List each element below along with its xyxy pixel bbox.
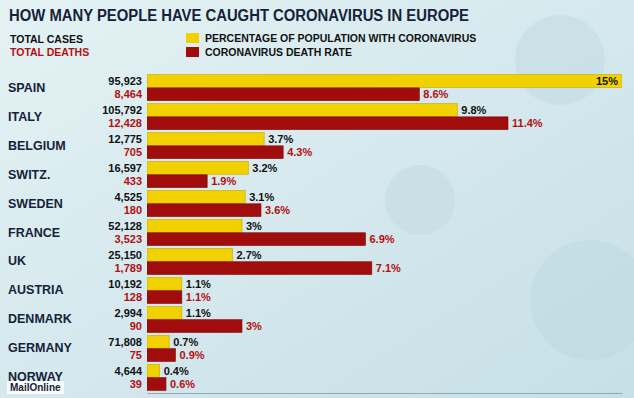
data-label: 1.1%	[186, 291, 211, 303]
column-value: 3,523	[114, 233, 142, 245]
column-value: 180	[124, 204, 142, 216]
column-value: 4,644	[114, 365, 142, 377]
column-header: TOTAL CASES	[10, 33, 83, 45]
data-label: 0.7%	[173, 336, 198, 348]
category-label: AUSTRIA	[8, 283, 64, 297]
column-value: 705	[124, 146, 142, 158]
data-label: 7.1%	[376, 262, 401, 274]
bar	[147, 306, 182, 319]
bar	[147, 277, 182, 290]
data-label: 3.1%	[249, 191, 274, 203]
column-value: 1,789	[114, 262, 142, 274]
bar	[147, 233, 366, 246]
credit-text: MailOnline	[10, 382, 61, 393]
legend-label: CORONAVIRUS DEATH RATE	[205, 46, 352, 58]
data-label: 1.1%	[186, 278, 211, 290]
data-labels: 15%9.8%3.7%3.2%3.1%3%2.7%1.1%1.1%0.7%0.4…	[164, 75, 619, 390]
data-label: 1.9%	[211, 175, 236, 187]
bar	[147, 75, 622, 88]
data-label: 0.9%	[180, 349, 205, 361]
column-value: 10,192	[108, 278, 142, 290]
bar	[147, 320, 242, 333]
bar	[147, 162, 248, 175]
column-value: 75	[130, 349, 142, 361]
column-value: 105,792	[102, 104, 142, 116]
data-label: 11.4%	[512, 117, 543, 129]
bar	[147, 349, 176, 362]
data-label: 4.3%	[287, 146, 312, 158]
credit-box	[7, 381, 64, 394]
bar	[147, 117, 508, 130]
decoration	[385, 165, 455, 235]
column-value: 71,808	[108, 336, 142, 348]
column-header: TOTAL DEATHS	[10, 46, 89, 58]
x-axis	[148, 393, 623, 394]
data-label: 0.6%	[170, 378, 195, 390]
bar	[147, 248, 233, 261]
category-label: FRANCE	[8, 226, 60, 240]
title: HOW MANY PEOPLE HAVE CAUGHT CORONAVIRUS …	[9, 7, 469, 24]
bar	[147, 88, 419, 101]
category-label: BELGIUM	[8, 139, 66, 153]
legend: PERCENTAGE OF POPULATION WITH CORONAVIRU…	[186, 32, 476, 58]
bar	[147, 219, 242, 232]
category-labels: SPAIN ITALY BELGIUM SWITZ. SWEDEN FRANCE UK AUS…	[8, 81, 73, 385]
column-value: 12,775	[108, 133, 142, 145]
column-value: 12,428	[108, 117, 142, 129]
data-label: 2.7%	[237, 249, 262, 261]
decoration	[530, 240, 634, 360]
column-values: 95,923 105,792 12,775 16,597 4,525 52,128 25,1…	[102, 75, 143, 390]
decoration	[515, 15, 605, 105]
category-label: DENMARK	[8, 312, 72, 326]
legend-swatch	[186, 47, 199, 57]
bar	[147, 378, 166, 391]
bar	[147, 335, 169, 348]
bar	[147, 133, 264, 146]
data-label: 15%	[596, 75, 618, 87]
background	[0, 0, 634, 398]
bar	[147, 104, 457, 117]
column-value: 16,597	[108, 162, 142, 174]
axis-line	[148, 393, 623, 394]
column-value: 4,525	[114, 191, 142, 203]
category-label: SPAIN	[8, 81, 45, 95]
column-value: 2,994	[114, 307, 142, 319]
bars	[147, 75, 622, 391]
column-value: 39	[130, 378, 142, 390]
data-label: 0.4%	[164, 365, 189, 377]
bar	[147, 364, 160, 377]
category-label: GERMANY	[8, 341, 73, 355]
data-label: 3.7%	[268, 133, 293, 145]
data-label: 8.6%	[423, 88, 448, 100]
data-label: 3%	[246, 220, 262, 232]
column-value: 128	[124, 291, 142, 303]
legend-label: PERCENTAGE OF POPULATION WITH CORONAVIRU…	[205, 32, 476, 44]
chart: HOW MANY PEOPLE HAVE CAUGHT CORONAVIRUS …	[0, 0, 634, 398]
data-label: 3%	[246, 320, 262, 332]
bar	[147, 291, 182, 304]
data-label: 3.6%	[265, 204, 290, 216]
column-value: 90	[130, 320, 142, 332]
column-value: 433	[124, 175, 142, 187]
bar	[147, 262, 372, 275]
category-label: SWEDEN	[8, 197, 63, 211]
bar	[147, 204, 261, 217]
data-label: 3.2%	[252, 162, 277, 174]
column-value: 25,150	[108, 249, 142, 261]
category-label: ITALY	[8, 110, 43, 124]
credit: MailOnline	[7, 381, 64, 394]
bar	[147, 175, 207, 188]
category-label: UK	[8, 254, 26, 268]
category-label: SWITZ.	[8, 168, 50, 182]
column-value: 95,923	[108, 75, 142, 87]
data-label: 6.9%	[370, 233, 395, 245]
bar	[147, 146, 283, 159]
data-label: 1.1%	[186, 307, 211, 319]
column-value: 52,128	[108, 220, 142, 232]
column-value: 8,464	[114, 88, 142, 100]
data-label: 9.8%	[461, 104, 486, 116]
legend-swatch	[186, 33, 199, 43]
bar	[147, 190, 245, 203]
